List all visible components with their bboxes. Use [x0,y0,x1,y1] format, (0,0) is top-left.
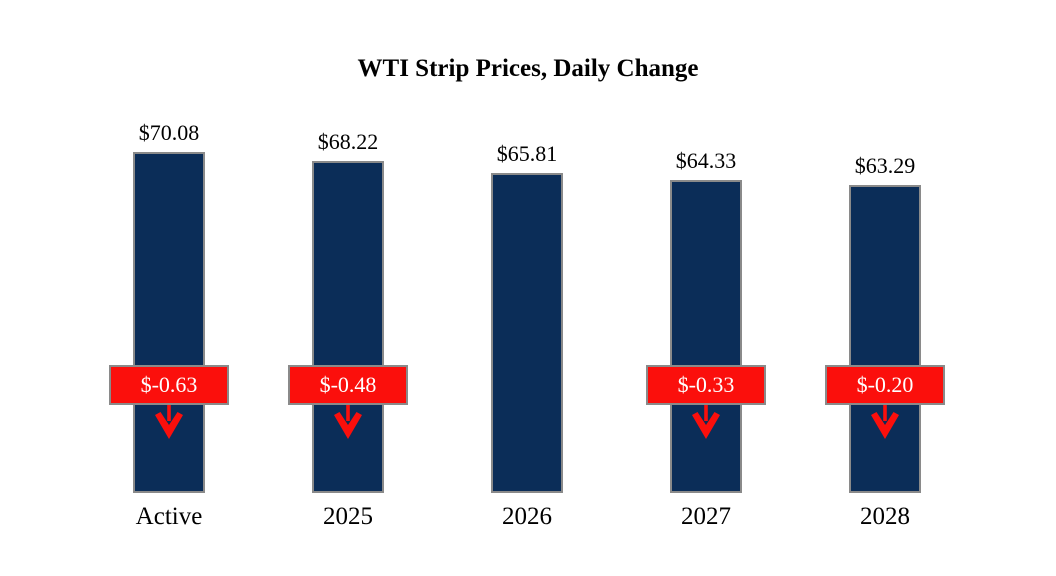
x-axis-label: 2027 [681,503,731,530]
bar-value-label: $65.81 [496,141,558,166]
down-arrow-icon [868,405,902,439]
down-arrow-icon [331,405,365,439]
x-axis-label: 2025 [323,503,373,530]
change-badge: $-0.63 [109,365,229,405]
bar-value-label: $70.08 [138,120,200,145]
x-axis-label: 2028 [860,503,910,530]
down-arrow-icon [152,405,186,439]
change-badge: $-0.20 [825,365,945,405]
bar-group: $63.29 $-0.20 2028 [805,100,965,530]
bar [312,161,384,493]
bar-group: $64.33 $-0.33 2027 [626,100,786,530]
bar-group: $65.81 2026 [447,100,607,530]
down-arrow-icon [689,405,723,439]
change-badge: $-0.33 [646,365,766,405]
x-axis-label: Active [135,503,203,530]
bar [670,180,742,493]
bar-group: $68.22 $-0.48 2025 [268,100,428,530]
bar [491,173,563,493]
chart-title: WTI Strip Prices, Daily Change [357,55,699,82]
change-badge: $-0.48 [288,365,408,405]
bar-group: $70.08 $-0.63 Active [89,100,249,530]
bar-value-label: $63.29 [854,153,916,178]
x-axis-label: 2026 [502,503,552,530]
bar-value-label: $68.22 [317,129,379,154]
bar-value-label: $64.33 [675,148,737,173]
bar [849,185,921,493]
bar [133,152,205,493]
plot-area: $70.08 $-0.63 Active $68.22 $-0.48 2025 $65.81… [80,100,976,530]
